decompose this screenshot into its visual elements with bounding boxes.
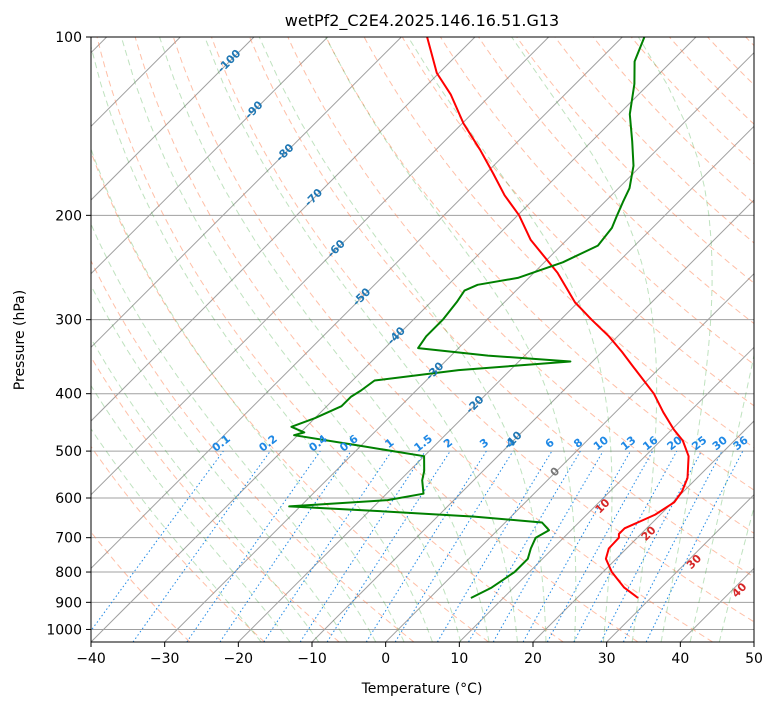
- y-tick-label: 500: [55, 444, 82, 460]
- dry-adiabat: [210, 37, 754, 623]
- x-tick-label: −30: [150, 651, 180, 667]
- moist-adiabat: [159, 37, 490, 642]
- dry-adiabat: [401, 37, 754, 407]
- moist-adiabat: [407, 37, 613, 642]
- moist-adiabat: [204, 37, 518, 642]
- dewpoint-profile: [288, 37, 646, 599]
- y-tick-label: 100: [55, 30, 82, 46]
- y-tick-label: 900: [55, 595, 82, 611]
- isotherm-line: [91, 37, 476, 422]
- moist-adiabat: [91, 284, 348, 642]
- chart-title: wetPf2_C2E4.2025.146.16.51.G13: [285, 11, 559, 31]
- dry-adiabat: [516, 37, 754, 284]
- moist-adiabat: [91, 427, 262, 642]
- x-tick-label: 50: [745, 651, 763, 667]
- dry-adiabat: [249, 37, 754, 578]
- moist-adiabat: [120, 37, 462, 642]
- isotherm-line: [532, 420, 754, 642]
- mixing-ratio-line: [645, 450, 744, 642]
- mixing-ratio-line: [263, 450, 393, 642]
- x-tick-label: 0: [381, 651, 390, 667]
- isotherm-line: [237, 125, 754, 642]
- mixing-ratio-line: [299, 450, 426, 642]
- isotherm-line: [458, 346, 754, 642]
- moist-adiabat: [689, 352, 754, 642]
- mixing-ratio-line: [219, 450, 352, 642]
- x-tick-label: 40: [671, 651, 689, 667]
- dry-adiabat: [477, 37, 754, 325]
- isotherm-line: [91, 37, 623, 570]
- mixing-ratio-line: [394, 450, 514, 642]
- y-tick-label: 300: [55, 313, 82, 329]
- moist-adiabat: [91, 337, 320, 642]
- y-tick-label: 600: [55, 491, 82, 507]
- dry-adiabat: [91, 445, 265, 642]
- axes: −40 −30 −20 −10 0 10 20 30 40 50 100 200 300 400 500 60…: [46, 30, 763, 667]
- mixing-ratio-line: [132, 450, 271, 642]
- x-tick-label: −40: [76, 651, 106, 667]
- mixing-ratio-line: [91, 450, 224, 632]
- moist-adiabat: [325, 37, 577, 642]
- isotherm-line: [606, 493, 754, 642]
- y-tick-label: 200: [55, 208, 82, 224]
- moist-adiabat: [91, 147, 405, 642]
- dry-adiabats: [91, 37, 754, 642]
- temperature-profile: [426, 37, 690, 599]
- dry-adiabat: [325, 37, 754, 491]
- sounding-profiles: [288, 37, 690, 599]
- moist-adiabat: [91, 222, 377, 642]
- y-axis-title: Pressure (hPa): [12, 290, 28, 390]
- y-tick-label: 1000: [46, 622, 82, 638]
- x-axis-title: Temperature (°C): [361, 681, 483, 697]
- isotherm-line: [91, 37, 329, 275]
- moist-adiabats: [91, 37, 754, 642]
- dry-adiabat: [96, 37, 564, 642]
- isotherm-line: [91, 37, 697, 642]
- x-tick-label: 20: [524, 651, 542, 667]
- x-tick-label: −20: [224, 651, 254, 667]
- x-tick-label: −10: [297, 651, 327, 667]
- gridlines: [91, 37, 754, 642]
- isotherm-line: [385, 272, 754, 642]
- mixing-ratio-line: [186, 450, 321, 642]
- dry-adiabat: [363, 37, 754, 449]
- dry-adiabat: [630, 37, 754, 165]
- mixing-ratio-line: [546, 450, 654, 642]
- y-tick-label: 800: [55, 565, 82, 581]
- mixing-ratio-lines: [91, 450, 744, 642]
- moist-adiabat: [258, 37, 547, 642]
- isotherm-line: [91, 37, 550, 496]
- isotherm-line: [164, 51, 754, 642]
- moist-adiabat: [637, 37, 713, 642]
- y-tick-label: 400: [55, 387, 82, 403]
- moist-adiabat: [91, 384, 291, 642]
- dry-adiabat: [91, 259, 415, 642]
- moist-adiabat: [718, 505, 754, 642]
- mixing-ratio-line: [326, 450, 451, 642]
- x-tick-label: 10: [450, 651, 468, 667]
- x-tick-label: 30: [598, 651, 616, 667]
- mixing-ratio-line: [522, 450, 631, 642]
- isotherm-line: [91, 37, 402, 349]
- y-tick-label: 700: [55, 531, 82, 547]
- isotherm-line: [91, 37, 255, 201]
- plot-frame: [90, 36, 755, 643]
- moist-adiabat: [91, 44, 433, 642]
- dry-adiabat: [134, 37, 639, 642]
- mixing-ratio-line: [573, 450, 678, 642]
